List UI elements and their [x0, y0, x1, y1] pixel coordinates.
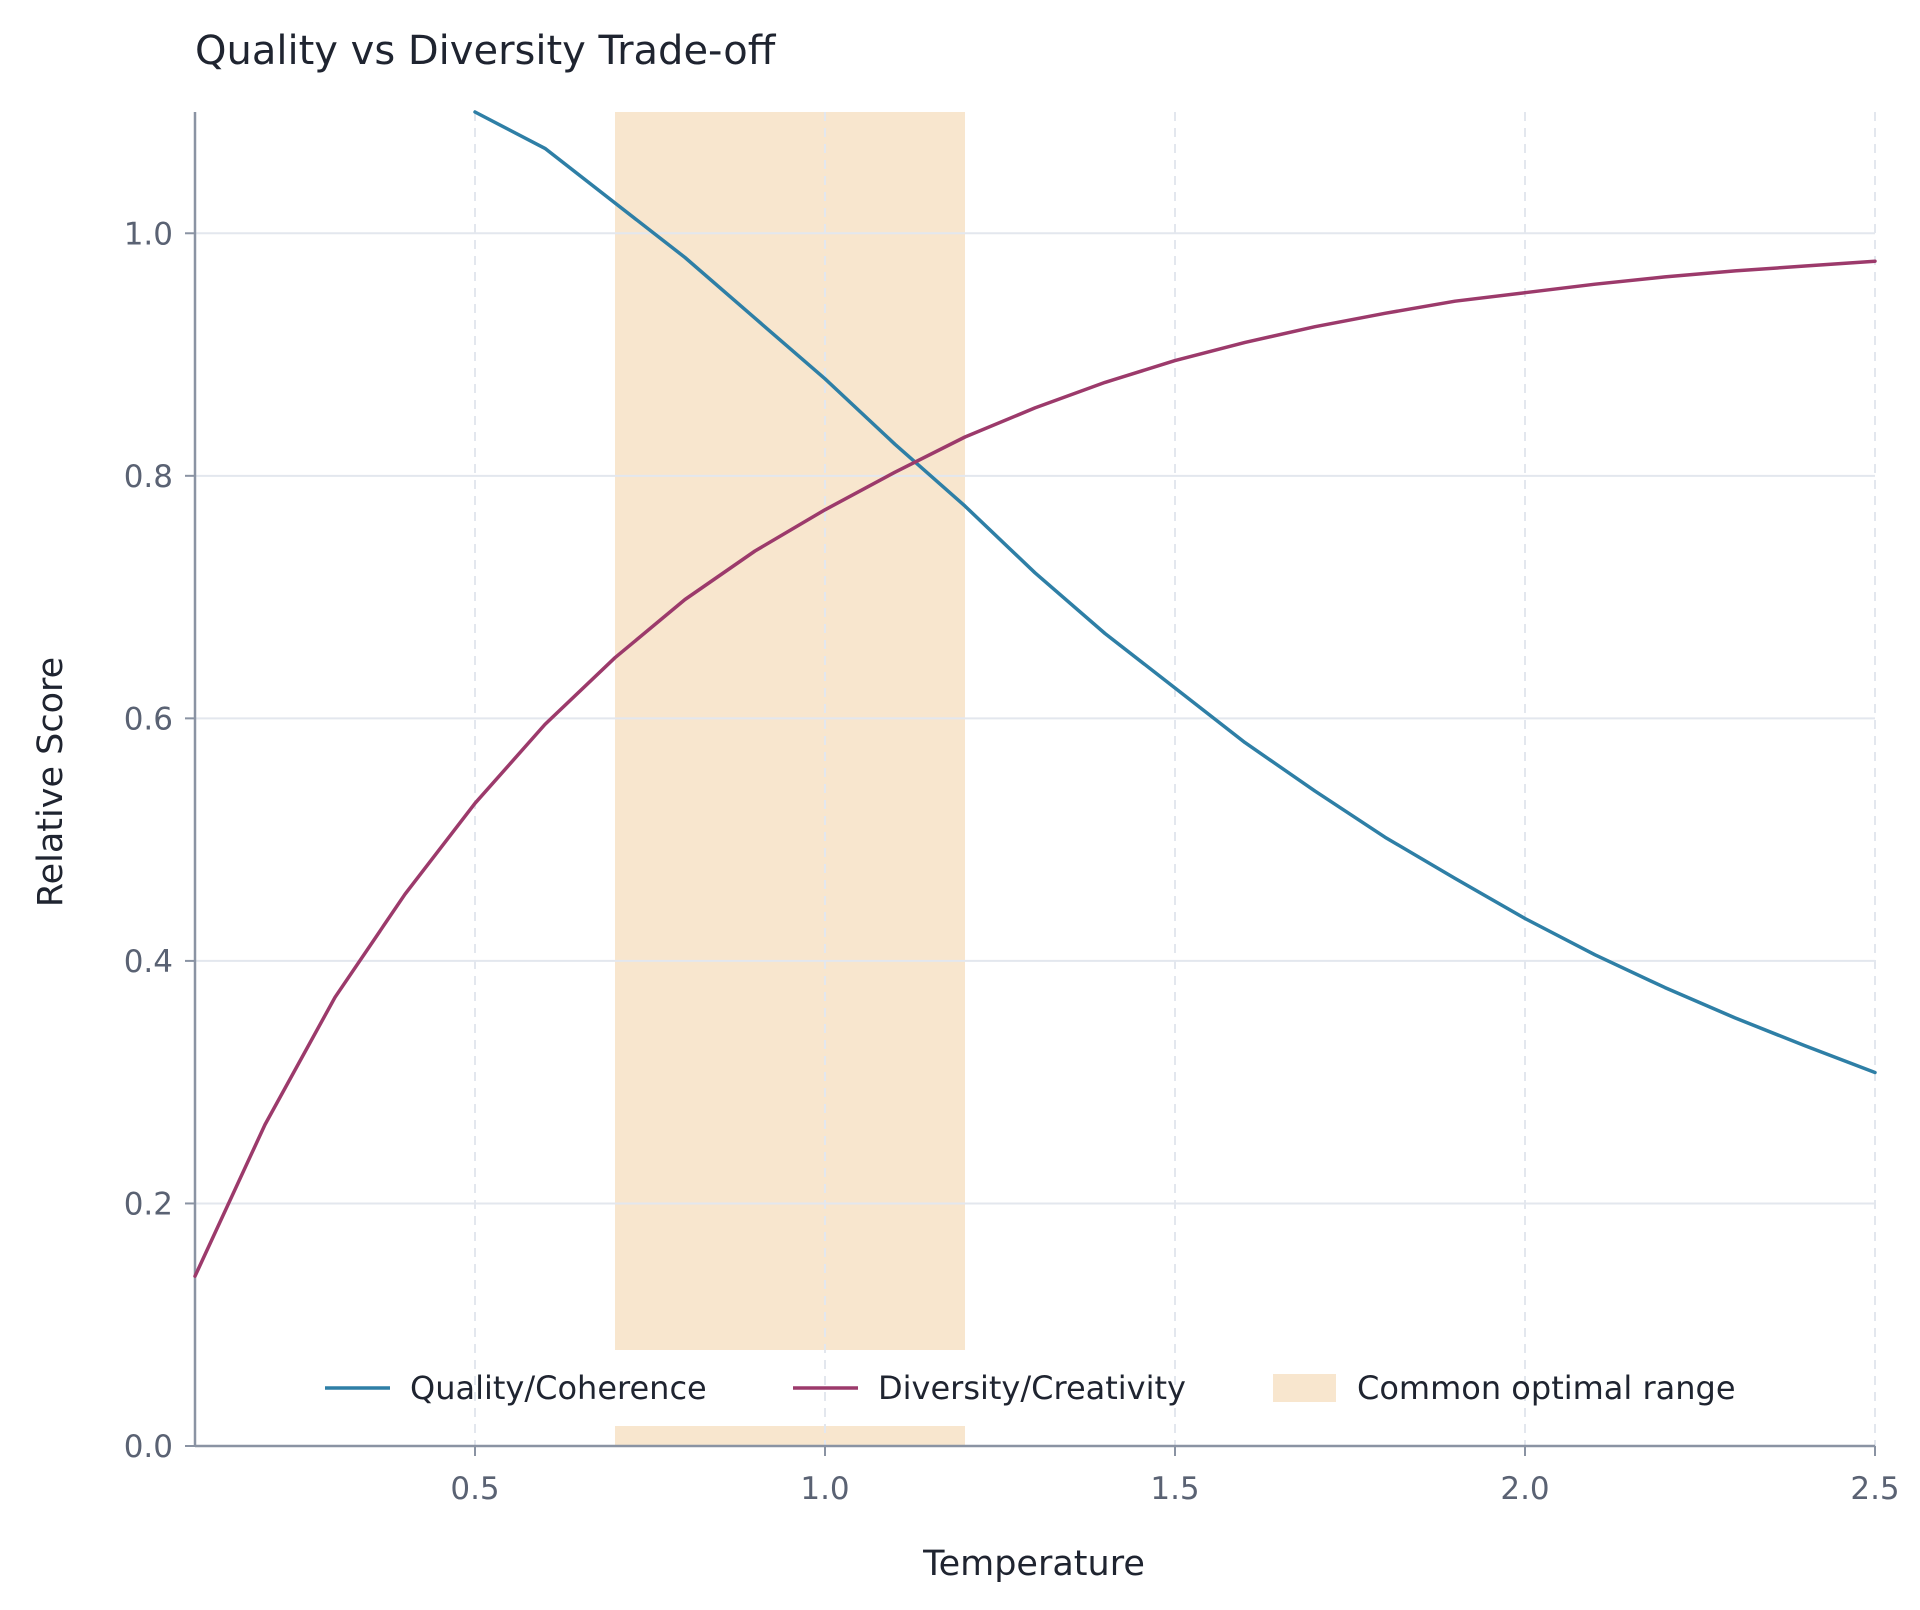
y-tick-label: 0.6 [124, 701, 173, 737]
legend-label-optimal-range: Common optimal range [1357, 1369, 1736, 1407]
x-tick-label: 0.5 [450, 1471, 499, 1507]
x-tick-label: 2.5 [1850, 1471, 1899, 1507]
x-tick-label: 1.0 [800, 1471, 849, 1507]
y-axis-title: Relative Score [31, 657, 71, 907]
x-tick-label: 2.0 [1500, 1471, 1549, 1507]
legend-label-quality: Quality/Coherence [410, 1369, 707, 1407]
optimal-range-band-upper [615, 112, 965, 1350]
series-line-quality [473, 110, 1877, 1075]
legend: Quality/Coherence Diversity/Creativity C… [325, 1369, 1736, 1407]
x-tick-label: 1.5 [1150, 1471, 1199, 1507]
plot-area: 0.0 0.2 0.4 0.6 0.8 1.0 0.5 1.0 1.5 2.0 2.5 [124, 110, 1900, 1507]
chart-title: Quality vs Diversity Trade-off [195, 28, 777, 74]
y-tick-label: 0.0 [124, 1429, 173, 1465]
series-line-diversity [193, 259, 1877, 1278]
legend-label-diversity: Diversity/Creativity [878, 1369, 1186, 1407]
y-tick-label: 0.4 [124, 944, 173, 980]
y-tick-label: 1.0 [124, 216, 173, 252]
y-tick-label: 0.2 [124, 1186, 173, 1222]
x-axis-title: Temperature [922, 1544, 1145, 1584]
y-tick-label: 0.8 [124, 459, 173, 495]
legend-swatch-optimal-range [1273, 1374, 1336, 1402]
optimal-range-band-lower [615, 1426, 965, 1446]
